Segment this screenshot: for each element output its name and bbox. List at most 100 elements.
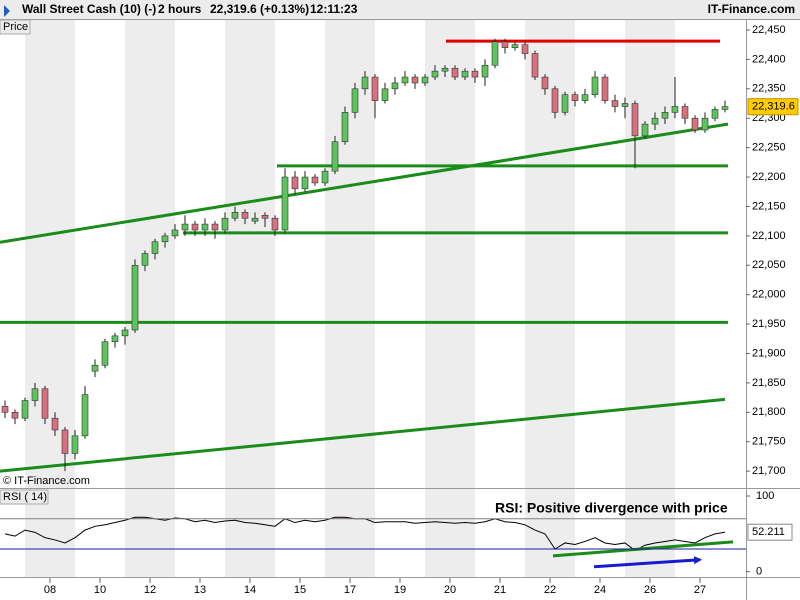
- header-price: 22,319.6 (+0.13%): [210, 2, 309, 16]
- y-tick-label: 22,000: [752, 289, 786, 301]
- candle-body: [261, 214, 269, 219]
- candle-body: [111, 335, 119, 343]
- x-tick-label: 26: [644, 584, 656, 596]
- candle-body: [521, 44, 529, 54]
- candle-body: [221, 217, 229, 231]
- x-tick-label: 12: [144, 584, 156, 596]
- rsi-title: RSI ( 14): [3, 491, 47, 503]
- x-tick-label: 24: [594, 584, 606, 596]
- y-tick-label: 0: [756, 566, 762, 578]
- y-tick-label: 22,150: [752, 200, 786, 212]
- candle-body: [531, 53, 539, 78]
- x-tick-label: 20: [444, 584, 456, 596]
- x-tick-label: 21: [494, 584, 506, 596]
- header-bar: [0, 0, 800, 20]
- x-tick-label: 08: [44, 584, 56, 596]
- x-tick-label: 17: [344, 584, 356, 596]
- candle-body: [681, 106, 689, 119]
- candle-body: [471, 70, 479, 78]
- candle-body: [141, 253, 149, 266]
- candle-body: [391, 82, 399, 90]
- candle-body: [61, 429, 69, 454]
- day-stripe: [25, 20, 75, 578]
- candle-body: [371, 76, 379, 101]
- candle-body: [441, 67, 449, 72]
- header-icon: [4, 5, 10, 17]
- candle-body: [431, 70, 439, 78]
- candle-body: [171, 229, 179, 237]
- day-stripe: [225, 20, 275, 578]
- annotation: RSI: Positive divergence with price: [495, 500, 728, 516]
- candle-body: [281, 176, 289, 231]
- candle-body: [291, 176, 299, 190]
- x-tick-label: 10: [94, 584, 106, 596]
- timeframe: 2 hours: [158, 2, 202, 16]
- candle-body: [491, 41, 499, 66]
- site-name: IT-Finance.com: [708, 2, 795, 16]
- x-tick-label: 19: [394, 584, 406, 596]
- y-tick-label: 22,100: [752, 230, 786, 242]
- background: [25, 20, 675, 578]
- candle-body: [151, 241, 159, 254]
- trendline: [0, 397, 726, 473]
- y-tick-label: 22,200: [752, 171, 786, 183]
- candle-body: [411, 76, 419, 84]
- candle-body: [41, 388, 49, 419]
- candle-body: [611, 100, 619, 107]
- candle-body: [81, 394, 89, 437]
- last-price-label: 22,319.6: [752, 101, 795, 113]
- y-tick-label: 21,900: [752, 347, 786, 359]
- candle-body: [201, 223, 209, 231]
- x-tick-label: 15: [294, 584, 306, 596]
- candle-body: [361, 76, 369, 90]
- candle-body: [121, 329, 129, 337]
- candle-body: [271, 217, 279, 231]
- rsi-value-box: [747, 523, 793, 541]
- candle-body: [231, 212, 239, 219]
- day-stripe: [425, 20, 475, 578]
- y-tick-label: 21,750: [752, 436, 786, 448]
- candle-body: [11, 412, 19, 419]
- candle-body: [131, 264, 139, 331]
- candle-body: [451, 67, 459, 78]
- y-tick-label: 22,450: [752, 24, 786, 36]
- trendline: [0, 122, 729, 244]
- candle-body: [481, 64, 489, 78]
- candle-body: [691, 117, 699, 131]
- candle-body: [551, 88, 559, 113]
- candle-body: [641, 123, 649, 137]
- x-tick-label: 22: [544, 584, 556, 596]
- watermark: © IT-Finance.com: [3, 475, 90, 487]
- candle-body: [421, 76, 429, 84]
- candle-body: [711, 109, 719, 119]
- candle-body: [71, 435, 79, 454]
- day-stripe: [525, 20, 575, 578]
- y-tick-label: 21,700: [752, 465, 786, 477]
- candle-body: [501, 41, 509, 48]
- rsi-value-label: 52.211: [752, 526, 785, 538]
- candle-body: [461, 70, 469, 78]
- last-price-box: [747, 98, 799, 116]
- candle-body: [181, 223, 189, 231]
- candle-body: [31, 388, 39, 401]
- candle-body: [401, 76, 409, 84]
- candle-body: [581, 94, 589, 101]
- y-tick-label: 100: [756, 490, 774, 502]
- y-tick-label: 21,950: [752, 318, 786, 330]
- candle-body: [191, 223, 199, 231]
- y-axis-label: Price: [3, 21, 28, 33]
- candle-body: [571, 94, 579, 101]
- candle-body: [671, 106, 679, 113]
- candle-body: [51, 417, 59, 431]
- candle-body: [381, 88, 389, 101]
- day-stripe: [325, 20, 375, 578]
- candle-body: [211, 223, 219, 231]
- candle-body: [721, 106, 729, 110]
- y-tick-label: 22,400: [752, 53, 786, 65]
- candle-body: [91, 364, 99, 372]
- plot-layer: 21,700 21,750 21,800 21,850 21,900 21,950 22,0…: [0, 19, 799, 596]
- candle-body: [251, 217, 259, 222]
- candle-body: [661, 112, 669, 119]
